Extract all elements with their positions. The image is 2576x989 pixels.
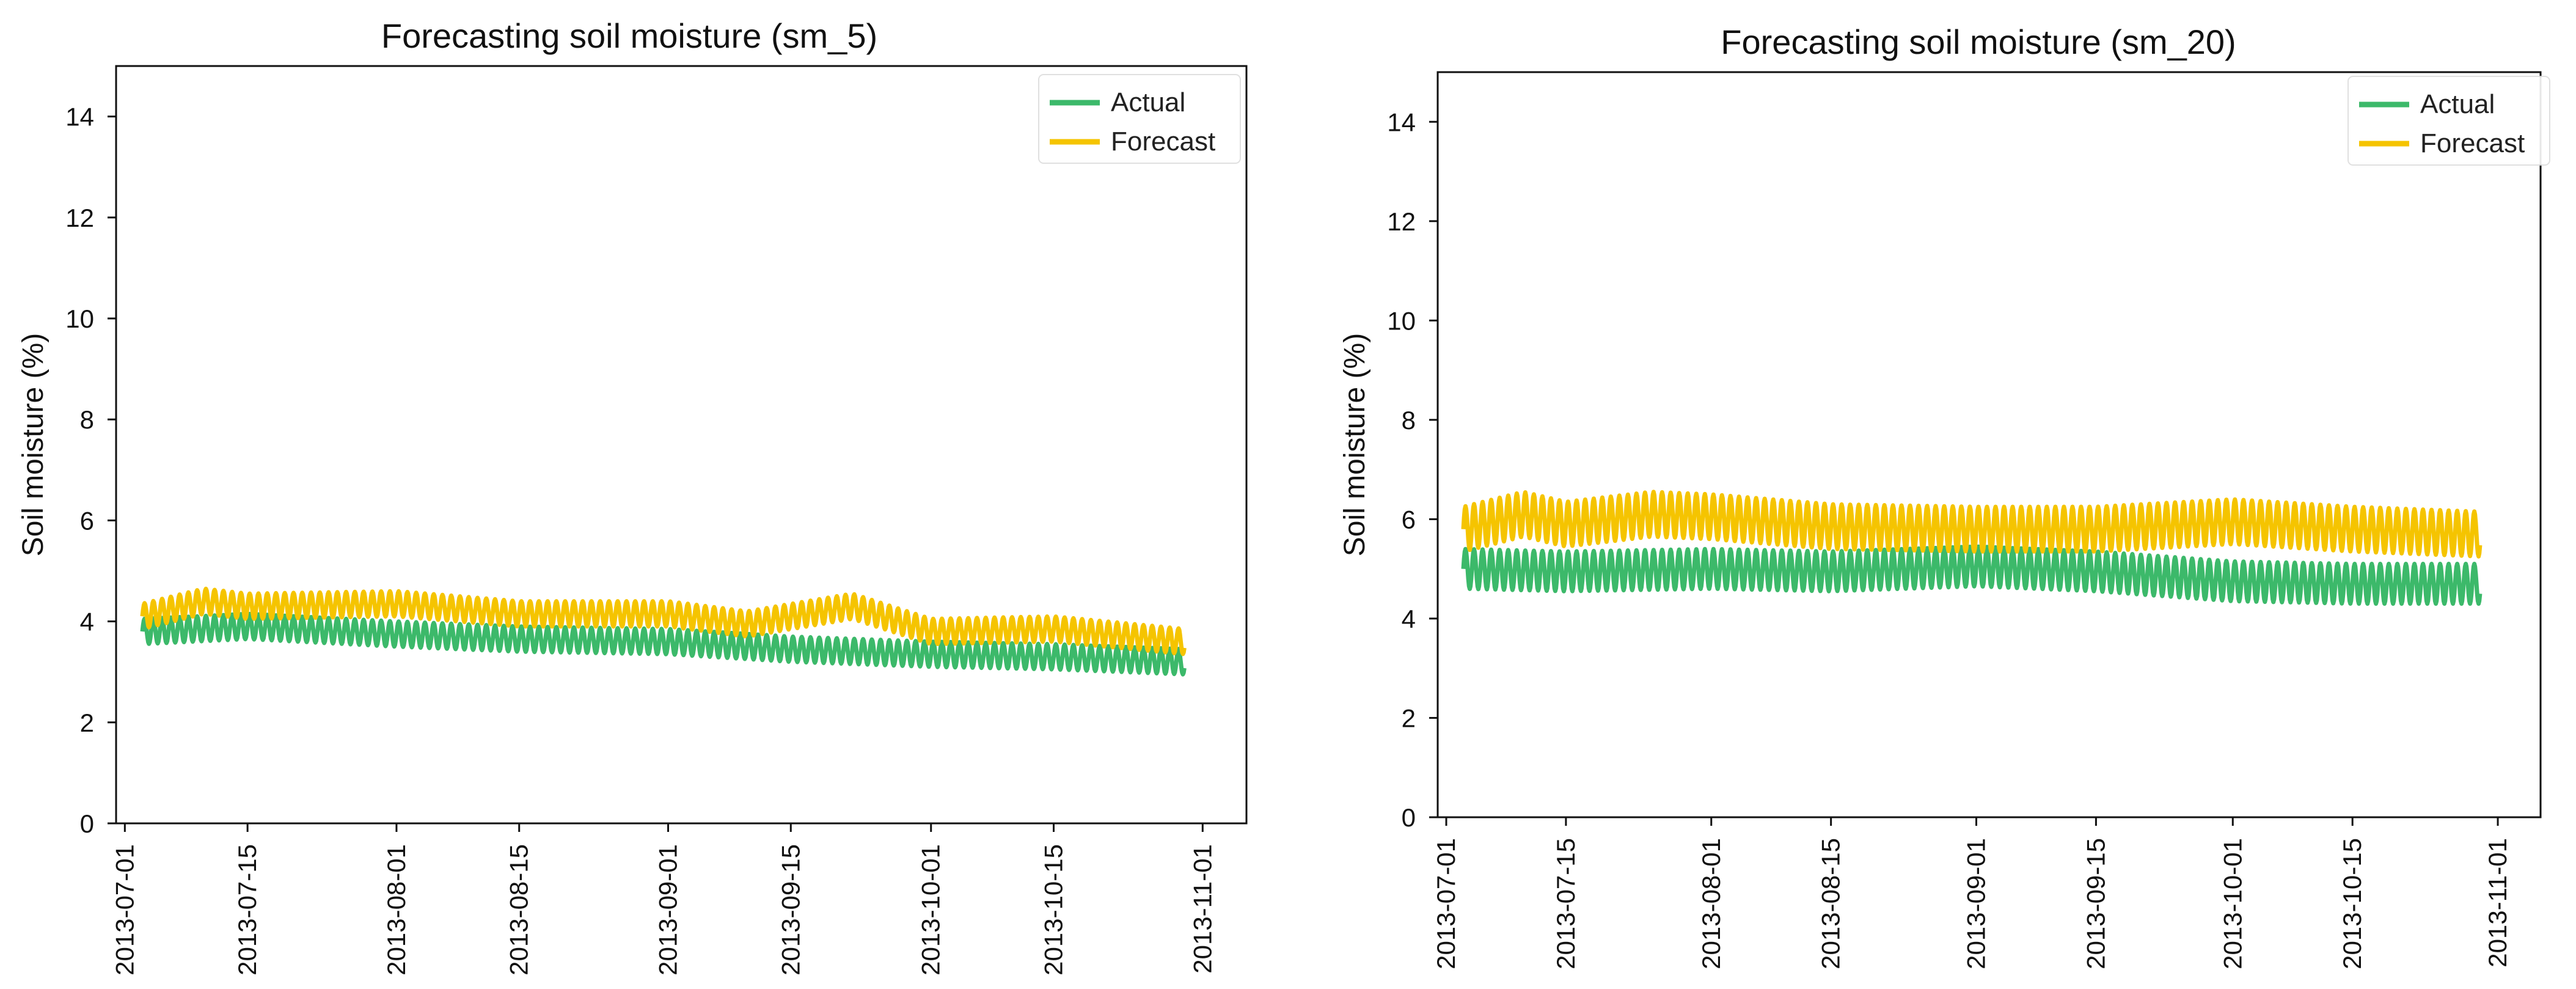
- y-axis-label: Soil moisture (%): [17, 333, 49, 556]
- chart-title: Forecasting soil moisture (sm_20): [1721, 23, 2236, 61]
- series-line-forecast: [1461, 490, 2483, 559]
- y-tick-label: 8: [80, 405, 94, 434]
- y-tick-label: 0: [80, 809, 94, 838]
- x-tick-label: 2013-10-01: [2218, 838, 2247, 969]
- series-line-actual: [1461, 544, 2483, 606]
- chart-svg-sm20: Forecasting soil moisture (sm_20) Soil mo…: [1339, 23, 2550, 969]
- y-tick-label: 0: [1402, 803, 1416, 832]
- y-tick-label: 14: [65, 103, 94, 131]
- y-tick-label: 2: [80, 708, 94, 737]
- legend: Actual Forecast: [1038, 74, 1241, 164]
- y-tick-label: 8: [1402, 406, 1416, 435]
- legend-label: Forecast: [1111, 127, 1215, 156]
- x-tick-label: 2013-08-15: [505, 844, 533, 976]
- x-tick-label: 2013-08-01: [1697, 838, 1725, 969]
- chart-svg-sm5: Forecasting soil moisture (sm_5) Soil moi…: [17, 17, 1248, 976]
- x-tick-label: 2013-10-01: [917, 844, 945, 976]
- y-tick-label: 12: [1387, 207, 1416, 236]
- legend-label: Actual: [1111, 87, 1185, 117]
- x-tick-label: 2013-09-15: [776, 844, 805, 976]
- legend-label: Actual: [2420, 89, 2495, 119]
- y-tick-label: 14: [1387, 108, 1416, 136]
- y-tick-label: 10: [1387, 306, 1416, 335]
- x-tick-label: 2013-11-01: [1188, 844, 1217, 974]
- x-tick-label: 2013-07-15: [233, 844, 262, 976]
- plot-area: [140, 586, 1187, 677]
- legend-label: Forecast: [2420, 128, 2525, 158]
- axes-frame: [115, 65, 1248, 825]
- series-line-forecast: [140, 586, 1187, 656]
- legend: Actual Forecast: [2347, 76, 2550, 166]
- x-tick-label: 2013-10-15: [2338, 838, 2366, 969]
- chart-panel-sm5: Forecasting soil moisture (sm_5) Soil moi…: [17, 17, 1248, 976]
- series-line-actual: [140, 611, 1187, 677]
- x-tick-label: 2013-07-15: [1551, 838, 1580, 969]
- y-axis-label: Soil moisture (%): [1339, 333, 1371, 556]
- y-tick-label: 12: [65, 204, 94, 232]
- x-tick-label: 2013-07-01: [110, 844, 139, 976]
- chart-title: Forecasting soil moisture (sm_5): [381, 17, 877, 55]
- y-tick-label: 4: [1402, 605, 1416, 633]
- x-tick-label: 2013-07-01: [1432, 838, 1460, 969]
- x-tick-label: 2013-08-01: [382, 844, 411, 976]
- y-tick-label: 6: [80, 506, 94, 535]
- axes-frame: [1436, 71, 2542, 818]
- y-tick-label: 4: [80, 608, 94, 636]
- chart-panel-sm20: Forecasting soil moisture (sm_20) Soil mo…: [1288, 0, 2576, 989]
- y-tick-label: 10: [65, 304, 94, 333]
- x-tick-label: 2013-09-01: [653, 844, 682, 976]
- y-tick-label: 6: [1402, 505, 1416, 534]
- x-tick-label: 2013-11-01: [2483, 838, 2512, 968]
- x-tick-label: 2013-08-15: [1817, 838, 1845, 969]
- y-tick-label: 2: [1402, 704, 1416, 732]
- x-tick-label: 2013-10-15: [1039, 844, 1067, 976]
- x-tick-label: 2013-09-15: [2081, 838, 2110, 969]
- plot-area: [1461, 490, 2483, 606]
- x-tick-label: 2013-09-01: [1962, 838, 1991, 969]
